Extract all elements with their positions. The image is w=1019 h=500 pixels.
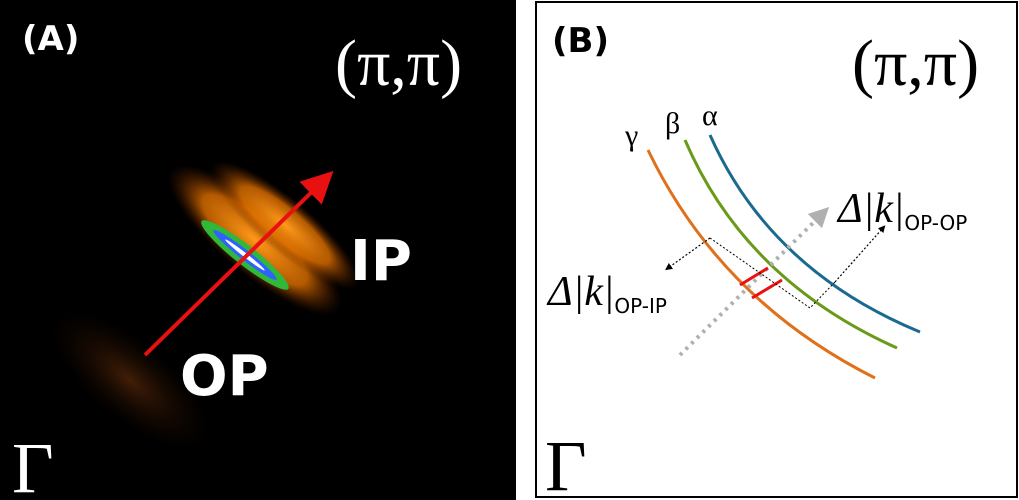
corner-label: (π,π) [335,27,462,100]
figure: (A) (π,π) IP OP Γ (B) (π,π) γ β α Δ|k|OP… [0,0,1019,500]
annotation: IP [350,229,412,294]
band-label: β [665,107,680,140]
corner-label: Γ [545,426,587,500]
band-label: α [702,99,718,132]
annotation-subscript: OP-OP [904,211,967,235]
annotation-text: Δ|k| [546,269,614,315]
corner-label: (π,π) [852,27,979,100]
panel-b: (B) (π,π) γ β α Δ|k|OP-OP Δ|k|OP-IP Γ [536,2,1017,500]
annotation-subscript: OP-IP [614,294,667,318]
panel-label: (A) [22,19,79,59]
panel-a: (A) (π,π) IP OP Γ [0,0,516,500]
corner-label: Γ [12,428,54,500]
annotation-text: Δ|k| [836,186,904,232]
annotation: OP [180,344,269,409]
panel-label: (B) [552,21,609,61]
band-label: γ [624,119,638,152]
page: {"panels": [ {"label": "(A)", "corner_to… [0,0,1019,500]
